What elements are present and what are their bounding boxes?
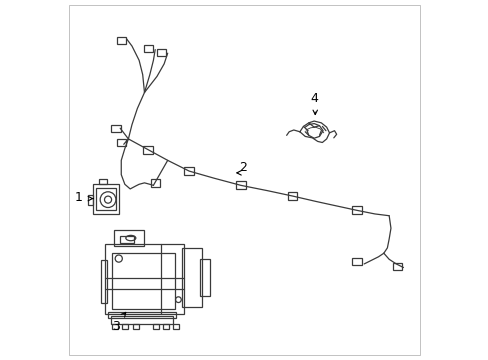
Text: 4: 4 — [309, 92, 318, 105]
Bar — [88, 195, 93, 205]
Bar — [182, 248, 201, 307]
Bar — [352, 258, 361, 265]
Bar — [114, 230, 144, 246]
Bar — [93, 184, 119, 214]
Text: 2: 2 — [238, 161, 246, 174]
Bar — [120, 236, 134, 243]
Bar — [108, 312, 176, 318]
Text: 1: 1 — [75, 191, 83, 204]
Bar — [352, 206, 361, 214]
Bar — [200, 258, 209, 296]
Bar — [110, 316, 173, 324]
Bar — [105, 244, 183, 314]
Bar — [184, 167, 193, 175]
Text: 3: 3 — [112, 320, 120, 333]
Bar — [157, 49, 166, 56]
Bar — [111, 125, 121, 132]
Bar — [116, 139, 125, 146]
Bar — [122, 324, 128, 329]
Bar — [116, 37, 125, 44]
Bar — [112, 253, 175, 309]
Bar — [173, 324, 179, 329]
Bar — [151, 179, 160, 187]
Bar — [144, 45, 153, 52]
Bar — [163, 324, 168, 329]
Bar — [143, 146, 152, 154]
Bar — [153, 324, 159, 329]
Bar — [96, 188, 116, 210]
Bar — [99, 179, 107, 184]
Bar — [112, 324, 118, 329]
Bar — [133, 324, 139, 329]
Bar — [287, 192, 297, 200]
Bar — [236, 181, 245, 189]
Bar — [392, 263, 401, 270]
Bar — [101, 260, 107, 303]
